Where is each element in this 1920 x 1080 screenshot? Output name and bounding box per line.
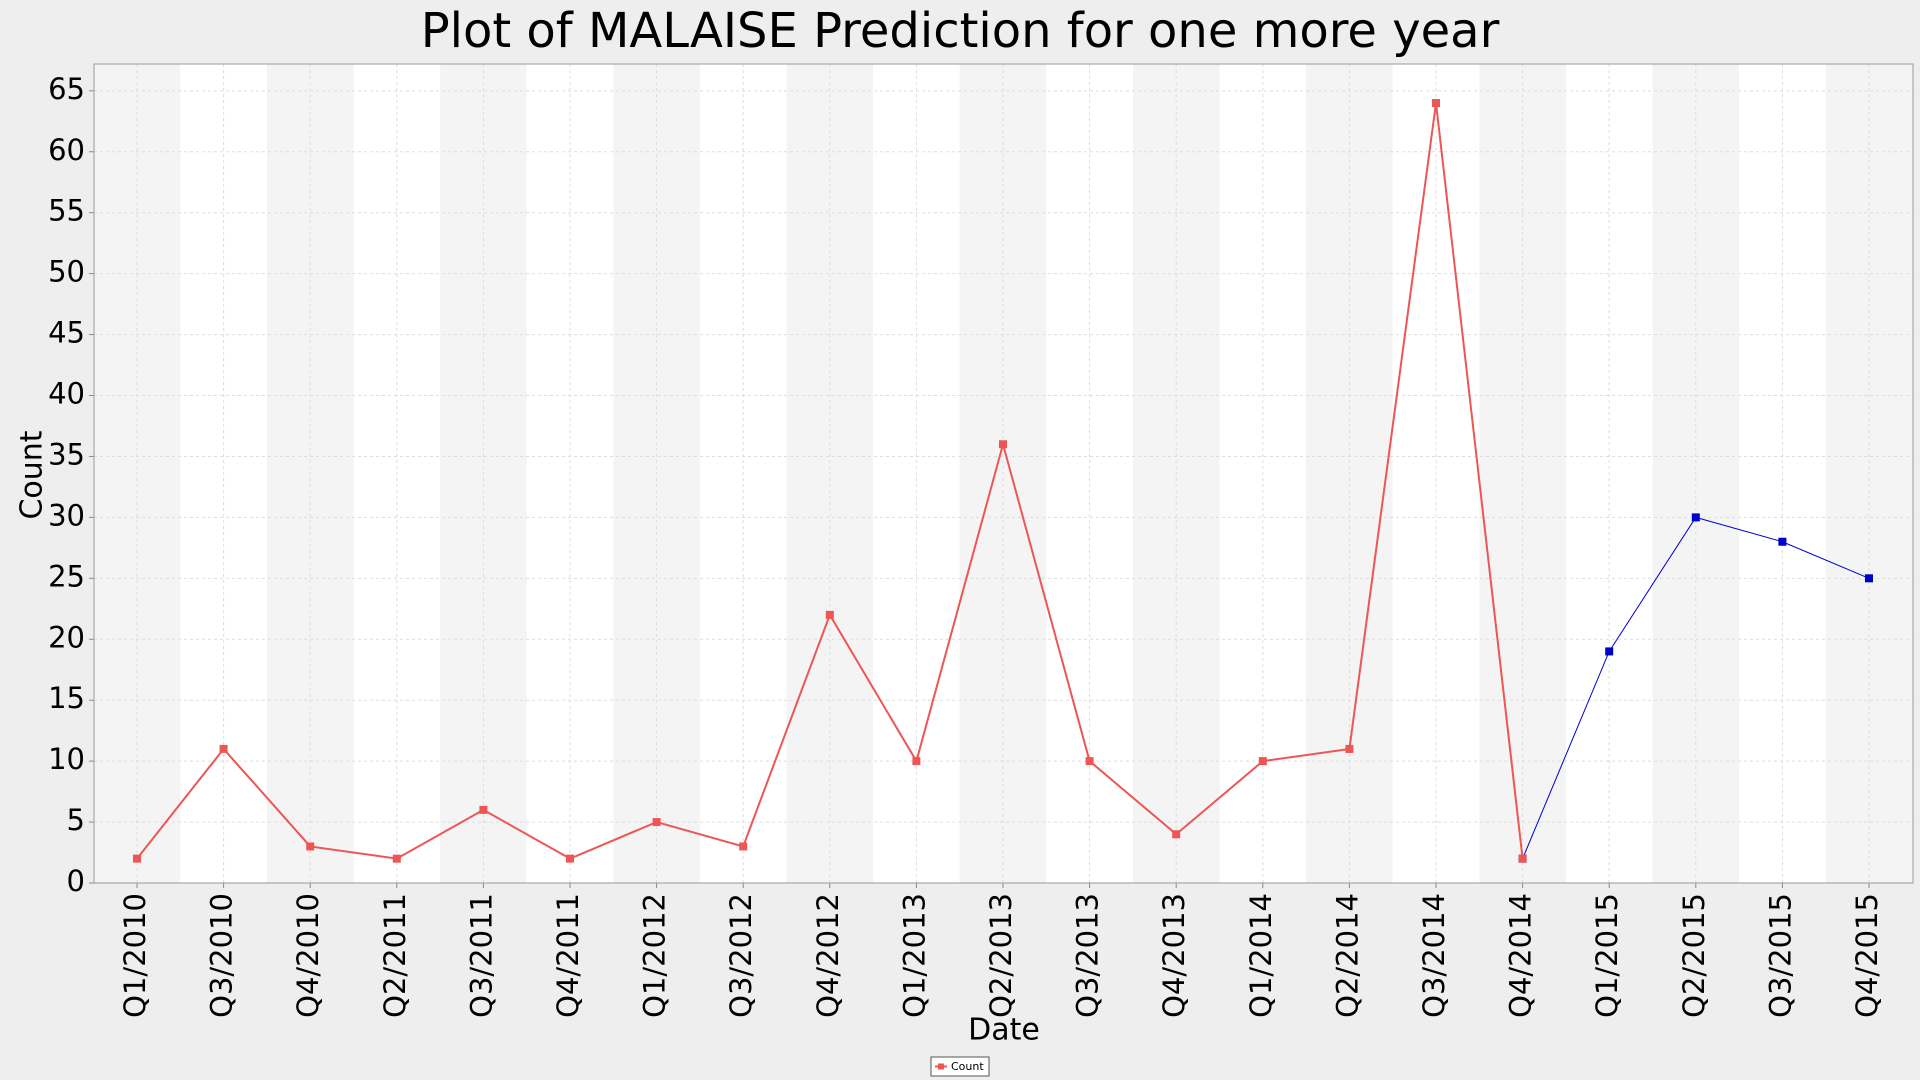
x-tick-label: Q2/2014 [1330, 893, 1364, 1018]
plot-border [93, 63, 1914, 884]
point [1518, 854, 1527, 863]
point [306, 842, 315, 851]
x-tick-label: Q3/2010 [205, 893, 239, 1018]
point [1865, 574, 1873, 583]
x-tick-label: Q3/2014 [1417, 893, 1451, 1018]
legend-label: Count [951, 1060, 984, 1073]
y-tick-label: 5 [67, 803, 85, 837]
point [1258, 757, 1267, 766]
legend-marker [938, 1063, 944, 1070]
x-tick-label: Q4/2010 [291, 893, 325, 1018]
x-tick-label: Q2/2015 [1677, 893, 1711, 1018]
y-tick-label: 25 [48, 559, 85, 593]
x-tick-label: Q2/2011 [378, 893, 412, 1018]
y-tick-label: 45 [48, 316, 85, 350]
y-tick-label: 30 [48, 498, 85, 532]
y-tick-label: 60 [48, 133, 85, 167]
point [566, 854, 574, 863]
x-tick-label: Q4/2012 [811, 893, 845, 1018]
point [1432, 99, 1440, 107]
point [825, 610, 834, 619]
point [1605, 647, 1614, 656]
x-tick-label: Q3/2013 [1071, 893, 1105, 1018]
point [912, 757, 921, 766]
x-tick-label: Q4/2015 [1850, 893, 1884, 1018]
point [392, 854, 401, 863]
point [219, 744, 228, 753]
y-tick-label: 50 [48, 255, 85, 289]
y-tick-label: 35 [48, 437, 85, 471]
y-tick-label: 20 [48, 620, 85, 654]
point [1691, 513, 1700, 522]
x-tick-label: Q1/2013 [897, 893, 931, 1018]
x-tick-label: Q3/2012 [724, 893, 758, 1018]
point [1778, 537, 1787, 546]
x-tick-label: Q1/2014 [1244, 893, 1278, 1018]
legend-box [930, 1056, 990, 1077]
x-tick-label: Q4/2014 [1504, 893, 1538, 1018]
point [133, 854, 141, 863]
point [739, 842, 748, 851]
chart-title: Plot of MALAISE Prediction for one more … [421, 3, 1500, 59]
x-tick-label: Q2/2013 [984, 893, 1018, 1018]
point [1085, 757, 1094, 766]
x-tick-label: Q1/2010 [118, 893, 152, 1018]
y-tick-label: 15 [48, 681, 85, 715]
x-tick-label: Q3/2011 [464, 893, 498, 1018]
y-tick-label: 65 [48, 72, 85, 106]
y-tick-label: 55 [48, 194, 85, 228]
y-tick-label: 40 [48, 377, 85, 411]
point [479, 805, 488, 814]
x-tick-label: Q1/2015 [1590, 893, 1624, 1018]
y-tick-label: 10 [48, 742, 85, 776]
point [1345, 744, 1354, 753]
x-tick-label: Q1/2012 [638, 893, 672, 1018]
point [999, 440, 1007, 449]
x-tick-label: Q3/2015 [1763, 893, 1797, 1018]
y-tick-label: 0 [67, 864, 85, 898]
point [1172, 830, 1181, 839]
x-tick-label: Q4/2011 [551, 893, 585, 1018]
x-tick-label: Q4/2013 [1157, 893, 1191, 1018]
point [652, 818, 661, 827]
x-axis-label: Date [968, 1013, 1040, 1048]
y-axis-label: Count [15, 430, 50, 519]
